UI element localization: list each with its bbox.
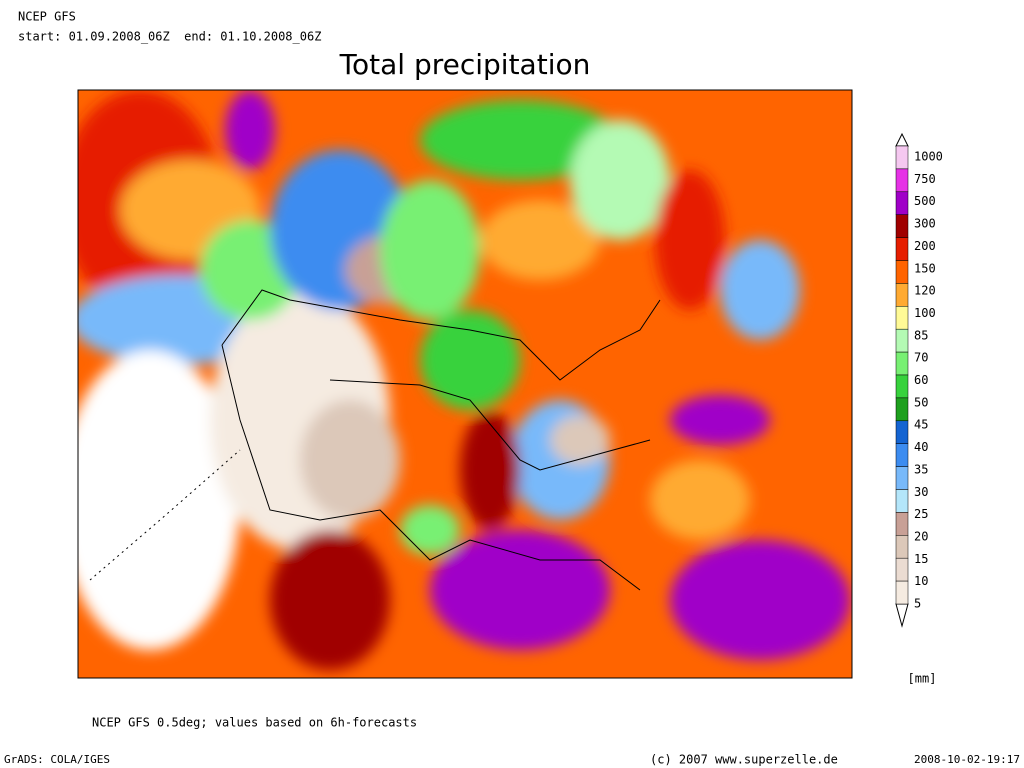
legend-swatch bbox=[895, 145, 909, 170]
legend-level-label: 85 bbox=[914, 328, 928, 342]
legend-level-label: 1000 bbox=[914, 150, 943, 164]
legend-swatch bbox=[895, 351, 909, 376]
footnote: NCEP GFS 0.5deg; values based on 6h-fore… bbox=[92, 716, 417, 730]
legend-level-label: 120 bbox=[914, 284, 936, 298]
precipitation-map bbox=[78, 90, 852, 678]
legend-top-arrow bbox=[895, 132, 909, 147]
legend-swatch bbox=[895, 535, 909, 559]
legend-level-label: 70 bbox=[914, 351, 928, 365]
legend-level-label: 5 bbox=[914, 597, 921, 611]
legend-level-label: 50 bbox=[914, 395, 928, 409]
software-credit: GrADS: COLA/IGES bbox=[4, 753, 110, 766]
legend-swatch bbox=[895, 328, 909, 353]
legend-level-label: 200 bbox=[914, 239, 936, 253]
legend-swatch bbox=[895, 557, 909, 582]
map-frame bbox=[77, 89, 853, 679]
legend-level-label: 750 bbox=[914, 172, 936, 186]
legend-level-label: 15 bbox=[914, 552, 928, 566]
legend-level-label: 60 bbox=[914, 373, 928, 387]
legend-swatch bbox=[895, 443, 909, 467]
legend-level-label: 30 bbox=[914, 485, 928, 499]
timestamp: 2008-10-02-19:17 bbox=[914, 753, 1020, 766]
legend-swatch bbox=[895, 168, 909, 193]
map-title: Total precipitation bbox=[339, 48, 591, 81]
legend-level-label: 25 bbox=[914, 507, 928, 521]
legend-level-label: 100 bbox=[914, 306, 936, 320]
legend: 1000 750 500 300 200 150 120 100 85 70 60 50 45 40 35 3… bbox=[895, 132, 943, 628]
period-label: start: 01.09.2008_06Z end: 01.10.2008_06… bbox=[18, 30, 321, 44]
legend-level-label: 40 bbox=[914, 440, 928, 454]
legend-bottom-arrow bbox=[895, 603, 909, 628]
legend-swatch bbox=[895, 306, 909, 330]
legend-level-label: 500 bbox=[914, 194, 936, 208]
legend-swatch bbox=[895, 237, 909, 261]
legend-swatch bbox=[895, 191, 909, 215]
legend-level-label: 10 bbox=[914, 574, 928, 588]
legend-swatch bbox=[895, 374, 909, 399]
legend-swatch bbox=[895, 397, 909, 422]
legend-level-label: 20 bbox=[914, 529, 928, 543]
legend-level-label: 45 bbox=[914, 418, 928, 432]
unit-label: [mm] bbox=[908, 672, 937, 686]
legend-level-label: 300 bbox=[914, 217, 936, 231]
legend-swatch bbox=[895, 214, 909, 238]
legend-level-label: 150 bbox=[914, 261, 936, 275]
legend-swatch bbox=[895, 466, 909, 490]
legend-swatch bbox=[895, 420, 909, 444]
legend-swatch bbox=[895, 283, 909, 307]
legend-swatch bbox=[895, 580, 909, 605]
legend-level-label: 35 bbox=[914, 462, 928, 476]
model-label: NCEP GFS bbox=[18, 10, 76, 24]
legend-swatch bbox=[895, 512, 909, 536]
copyright: (c) 2007 www.superzelle.de bbox=[650, 753, 838, 767]
legend-swatch bbox=[895, 489, 909, 513]
legend-swatch bbox=[895, 260, 909, 284]
